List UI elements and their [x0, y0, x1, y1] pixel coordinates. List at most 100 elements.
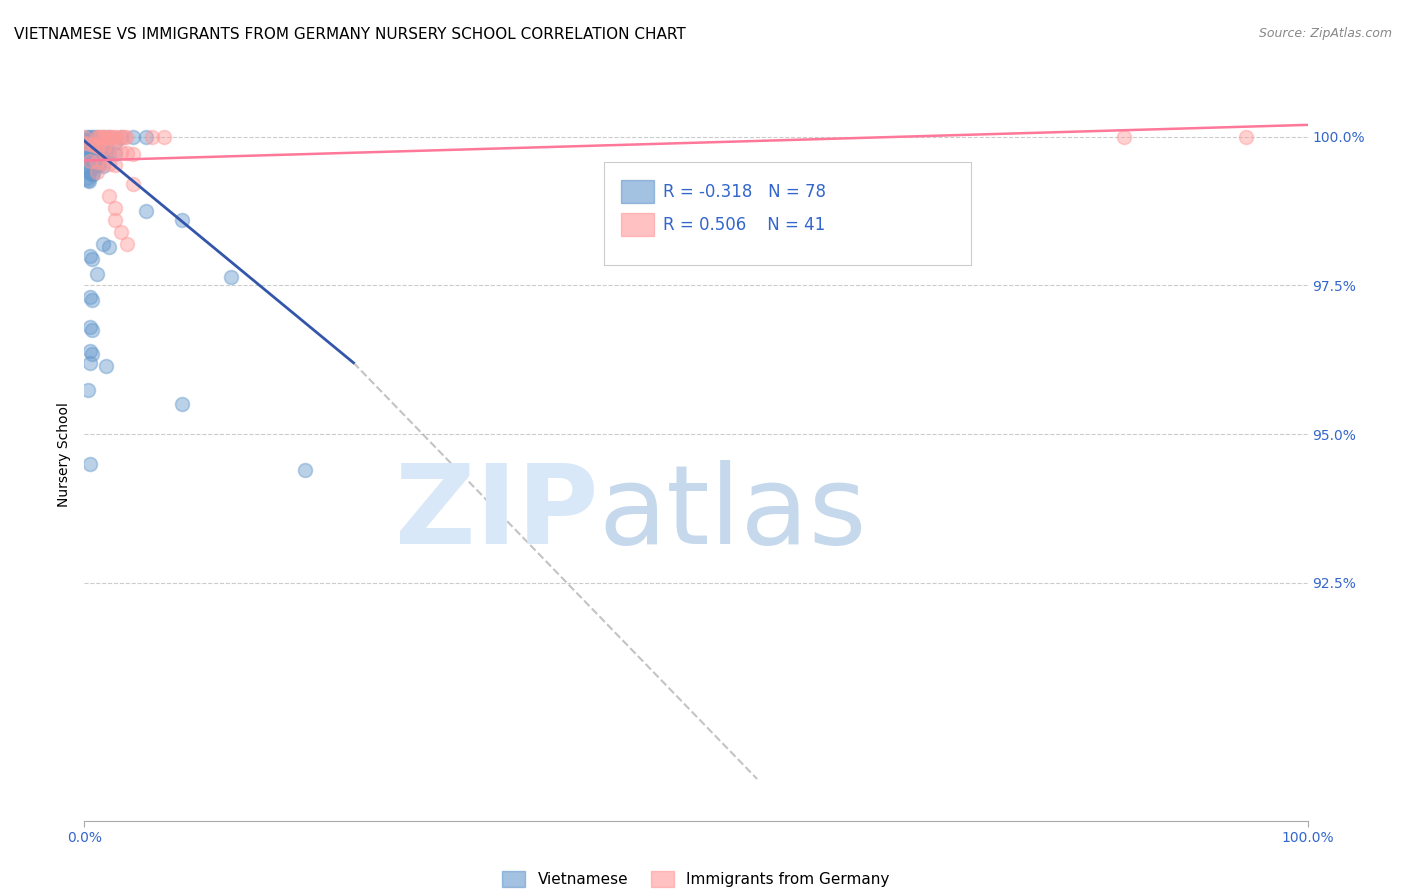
Point [110, 129, 132, 144]
Point [135, 204, 157, 219]
Point [80, 323, 103, 337]
Point [86, 158, 108, 172]
Point [96, 135, 118, 149]
Point [172, 397, 194, 411]
Point [122, 129, 145, 144]
Point [97, 129, 120, 144]
Point [122, 147, 145, 161]
Point [93, 129, 115, 144]
Point [86, 165, 108, 179]
Point [91, 156, 114, 170]
Point [83, 129, 105, 144]
Point [79, 343, 101, 358]
Point [82, 155, 104, 169]
Text: R = -0.318   N = 78: R = -0.318 N = 78 [664, 183, 825, 201]
Point [79, 136, 101, 151]
Point [80, 293, 103, 308]
Point [87, 129, 110, 144]
Point [122, 178, 145, 192]
Point [79, 249, 101, 263]
FancyBboxPatch shape [621, 213, 654, 236]
Point [1236, 129, 1258, 144]
Text: Source: ZipAtlas.com: Source: ZipAtlas.com [1258, 27, 1392, 40]
Point [77, 165, 100, 179]
Point [84, 144, 107, 158]
Point [73, 136, 96, 150]
Point [83, 137, 105, 152]
Point [77, 153, 100, 167]
Point [97, 240, 120, 254]
Point [87, 135, 110, 149]
Point [87, 145, 110, 159]
Point [110, 225, 132, 239]
Point [84, 134, 107, 148]
Point [77, 172, 100, 186]
Point [86, 129, 108, 144]
Point [1114, 129, 1136, 144]
Point [79, 320, 101, 334]
Point [153, 129, 176, 144]
Point [77, 140, 100, 154]
Point [76, 133, 98, 147]
Point [100, 129, 122, 144]
Point [91, 159, 114, 173]
Point [115, 236, 138, 251]
Point [112, 129, 135, 144]
FancyBboxPatch shape [605, 162, 972, 265]
Point [79, 165, 101, 179]
Point [104, 213, 127, 227]
Point [79, 135, 101, 149]
Point [77, 383, 100, 397]
Point [110, 129, 132, 144]
Point [86, 129, 108, 144]
Point [91, 145, 114, 160]
Point [77, 163, 100, 178]
Point [104, 144, 127, 158]
Point [84, 156, 107, 170]
Point [83, 156, 105, 170]
Point [79, 153, 101, 168]
Point [80, 129, 103, 144]
Point [219, 269, 242, 284]
Point [86, 144, 108, 158]
Point [86, 154, 108, 169]
Point [91, 129, 114, 144]
Point [93, 141, 115, 155]
Point [76, 151, 98, 165]
Point [96, 129, 118, 144]
Text: R = 0.506    N = 41: R = 0.506 N = 41 [664, 216, 825, 234]
Point [77, 140, 100, 154]
Point [86, 267, 108, 281]
Point [104, 158, 127, 172]
Point [79, 153, 101, 168]
Point [115, 145, 138, 160]
Point [97, 146, 120, 161]
Point [97, 129, 120, 144]
Point [105, 129, 128, 144]
Point [77, 152, 100, 166]
Point [80, 252, 103, 266]
Point [79, 141, 101, 155]
Point [83, 143, 105, 157]
Point [97, 157, 120, 171]
Point [77, 174, 100, 188]
Point [87, 140, 110, 154]
Point [76, 162, 98, 177]
Point [76, 171, 98, 186]
Point [76, 129, 98, 144]
Text: VIETNAMESE VS IMMIGRANTS FROM GERMANY NURSERY SCHOOL CORRELATION CHART: VIETNAMESE VS IMMIGRANTS FROM GERMANY NU… [14, 27, 686, 42]
Point [104, 201, 127, 215]
Point [87, 158, 110, 172]
Point [115, 129, 138, 144]
Point [104, 136, 127, 150]
Point [97, 142, 120, 156]
Point [294, 463, 316, 477]
Point [141, 129, 163, 144]
Point [79, 457, 101, 471]
Point [86, 138, 108, 153]
Point [82, 135, 104, 149]
Text: ZIP: ZIP [395, 460, 598, 567]
Text: atlas: atlas [598, 460, 866, 567]
Point [80, 347, 103, 361]
Point [79, 356, 101, 370]
